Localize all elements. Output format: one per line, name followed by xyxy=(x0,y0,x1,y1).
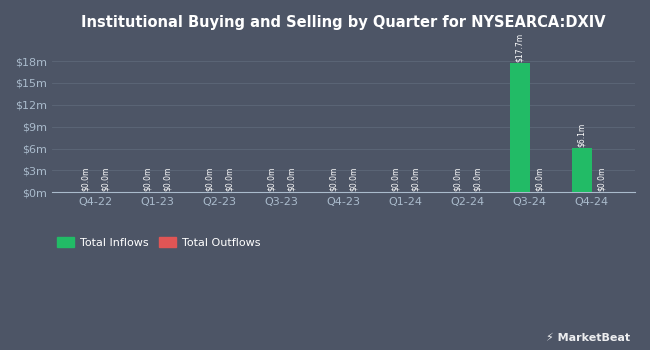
Text: $0.0m: $0.0m xyxy=(143,167,152,191)
Text: $0.0m: $0.0m xyxy=(473,167,482,191)
Text: $0.0m: $0.0m xyxy=(411,167,420,191)
Text: $0.0m: $0.0m xyxy=(267,167,276,191)
Text: $0.0m: $0.0m xyxy=(101,167,110,191)
Text: $0.0m: $0.0m xyxy=(453,167,462,191)
Text: $0.0m: $0.0m xyxy=(391,167,400,191)
Bar xyxy=(510,63,530,192)
Text: ⚡ MarketBeat: ⚡ MarketBeat xyxy=(547,333,630,343)
Text: $6.1m: $6.1m xyxy=(577,122,586,147)
Legend: Total Inflows, Total Outflows: Total Inflows, Total Outflows xyxy=(57,237,260,248)
Text: $0.0m: $0.0m xyxy=(162,167,172,191)
Text: $0.0m: $0.0m xyxy=(329,167,338,191)
Text: $0.0m: $0.0m xyxy=(349,167,358,191)
Text: $0.0m: $0.0m xyxy=(205,167,214,191)
Text: $0.0m: $0.0m xyxy=(597,167,606,191)
Text: $0.0m: $0.0m xyxy=(81,167,90,191)
Text: $0.0m: $0.0m xyxy=(535,167,544,191)
Text: $17.7m: $17.7m xyxy=(515,33,524,62)
Bar xyxy=(572,148,592,192)
Text: $0.0m: $0.0m xyxy=(287,167,296,191)
Title: Institutional Buying and Selling by Quarter for NYSEARCA:DXIV: Institutional Buying and Selling by Quar… xyxy=(81,15,606,30)
Text: $0.0m: $0.0m xyxy=(225,167,234,191)
